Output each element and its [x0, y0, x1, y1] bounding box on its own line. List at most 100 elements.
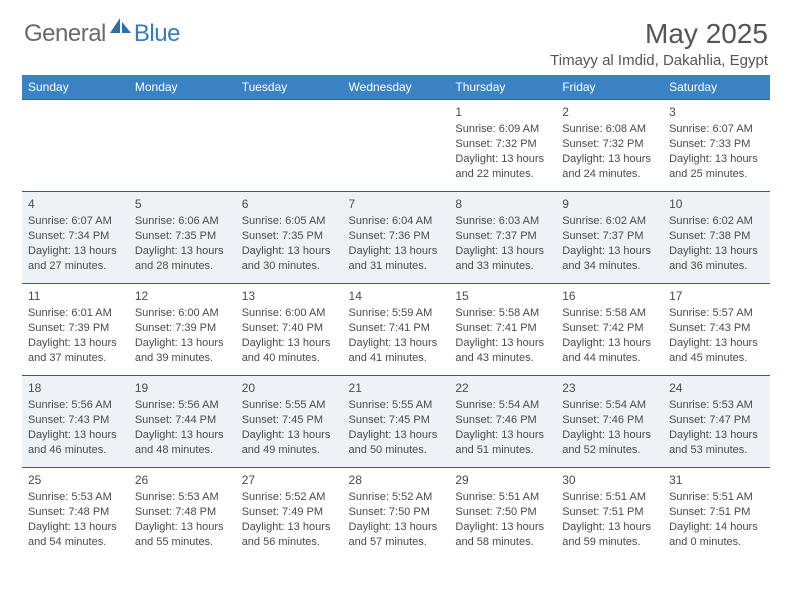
calendar-cell: 17Sunrise: 5:57 AMSunset: 7:43 PMDayligh…: [663, 284, 770, 376]
sunrise-text: Sunrise: 5:54 AM: [455, 398, 550, 413]
sunset-text: Sunset: 7:50 PM: [455, 505, 550, 520]
calendar-cell: 9Sunrise: 6:02 AMSunset: 7:37 PMDaylight…: [556, 192, 663, 284]
calendar-cell: 1Sunrise: 6:09 AMSunset: 7:32 PMDaylight…: [449, 100, 556, 192]
sunset-text: Sunset: 7:48 PM: [135, 505, 230, 520]
sunset-text: Sunset: 7:47 PM: [669, 413, 764, 428]
calendar-cell: 25Sunrise: 5:53 AMSunset: 7:48 PMDayligh…: [22, 468, 129, 560]
calendar-cell: 15Sunrise: 5:58 AMSunset: 7:41 PMDayligh…: [449, 284, 556, 376]
calendar-cell: [236, 100, 343, 192]
sunset-text: Sunset: 7:34 PM: [28, 229, 123, 244]
sunrise-text: Sunrise: 5:51 AM: [669, 490, 764, 505]
sunset-text: Sunset: 7:38 PM: [669, 229, 764, 244]
daylight-text: Daylight: 13 hours and 31 minutes.: [349, 244, 444, 274]
calendar-cell: 8Sunrise: 6:03 AMSunset: 7:37 PMDaylight…: [449, 192, 556, 284]
daylight-text: Daylight: 13 hours and 50 minutes.: [349, 428, 444, 458]
sunrise-text: Sunrise: 5:53 AM: [135, 490, 230, 505]
daylight-text: Daylight: 13 hours and 59 minutes.: [562, 520, 657, 550]
sunset-text: Sunset: 7:50 PM: [349, 505, 444, 520]
sunset-text: Sunset: 7:35 PM: [135, 229, 230, 244]
sunrise-text: Sunrise: 5:56 AM: [28, 398, 123, 413]
calendar-cell: 27Sunrise: 5:52 AMSunset: 7:49 PMDayligh…: [236, 468, 343, 560]
day-number: 13: [242, 288, 337, 304]
day-number: 29: [455, 472, 550, 488]
sunrise-text: Sunrise: 5:54 AM: [562, 398, 657, 413]
sunrise-text: Sunrise: 5:51 AM: [562, 490, 657, 505]
page-header: General Blue May 2025 Timayy al Imdid, D…: [0, 0, 792, 75]
calendar-cell: 10Sunrise: 6:02 AMSunset: 7:38 PMDayligh…: [663, 192, 770, 284]
daylight-text: Daylight: 13 hours and 57 minutes.: [349, 520, 444, 550]
sunrise-text: Sunrise: 5:52 AM: [349, 490, 444, 505]
day-number: 15: [455, 288, 550, 304]
calendar-cell: 24Sunrise: 5:53 AMSunset: 7:47 PMDayligh…: [663, 376, 770, 468]
calendar-week-row: 11Sunrise: 6:01 AMSunset: 7:39 PMDayligh…: [22, 284, 770, 376]
day-number: 12: [135, 288, 230, 304]
daylight-text: Daylight: 13 hours and 33 minutes.: [455, 244, 550, 274]
day-number: 1: [455, 104, 550, 120]
sunrise-text: Sunrise: 5:56 AM: [135, 398, 230, 413]
sunset-text: Sunset: 7:33 PM: [669, 137, 764, 152]
calendar-cell: 7Sunrise: 6:04 AMSunset: 7:36 PMDaylight…: [343, 192, 450, 284]
sunrise-text: Sunrise: 5:58 AM: [455, 306, 550, 321]
daylight-text: Daylight: 13 hours and 36 minutes.: [669, 244, 764, 274]
daylight-text: Daylight: 13 hours and 41 minutes.: [349, 336, 444, 366]
daylight-text: Daylight: 13 hours and 55 minutes.: [135, 520, 230, 550]
day-number: 31: [669, 472, 764, 488]
sunset-text: Sunset: 7:32 PM: [455, 137, 550, 152]
calendar-cell: 11Sunrise: 6:01 AMSunset: 7:39 PMDayligh…: [22, 284, 129, 376]
day-number: 22: [455, 380, 550, 396]
day-header: Friday: [556, 75, 663, 100]
calendar-week-row: 4 Sunrise: 6:07 AMSunset: 7:34 PM Daylight…: [22, 192, 770, 284]
sunrise-text: Sunrise: 5:59 AM: [349, 306, 444, 321]
day-number: 10: [669, 196, 764, 212]
sunset-text: Sunset: 7:43 PM: [669, 321, 764, 336]
daylight-text: Daylight: 13 hours and 39 minutes.: [135, 336, 230, 366]
daylight-text: Daylight: 13 hours and 53 minutes.: [669, 428, 764, 458]
daylight-text: Daylight: 13 hours and 45 minutes.: [669, 336, 764, 366]
day-number: 16: [562, 288, 657, 304]
day-number: 5: [135, 196, 230, 212]
day-number: 2: [562, 104, 657, 120]
daylight-text: Daylight: 13 hours and 24 minutes.: [562, 152, 657, 182]
calendar-cell: 31Sunrise: 5:51 AMSunset: 7:51 PMDayligh…: [663, 468, 770, 560]
calendar-cell: 20Sunrise: 5:55 AMSunset: 7:45 PMDayligh…: [236, 376, 343, 468]
calendar-cell: 2Sunrise: 6:08 AMSunset: 7:32 PMDaylight…: [556, 100, 663, 192]
sunset-text: Sunset: 7:41 PM: [455, 321, 550, 336]
month-title: May 2025: [550, 18, 768, 50]
sunset-text: Sunset: 7:44 PM: [135, 413, 230, 428]
daylight-text: Daylight: 13 hours and 56 minutes.: [242, 520, 337, 550]
calendar-table: Sunday Monday Tuesday Wednesday Thursday…: [22, 75, 770, 560]
sunrise-text: Sunrise: 6:05 AM: [242, 214, 337, 229]
sunrise-text: Sunrise: 6:04 AM: [349, 214, 444, 229]
calendar-cell: 19Sunrise: 5:56 AMSunset: 7:44 PMDayligh…: [129, 376, 236, 468]
sunset-text: Sunset: 7:51 PM: [669, 505, 764, 520]
calendar-cell: 18Sunrise: 5:56 AMSunset: 7:43 PMDayligh…: [22, 376, 129, 468]
calendar-week-row: 1 Sunrise: 6:09 AMSunset: 7:32 PM Daylight…: [22, 100, 770, 192]
sunrise-text: Sunrise: 6:07 AM: [669, 122, 764, 137]
calendar-cell: 12Sunrise: 6:00 AMSunset: 7:39 PMDayligh…: [129, 284, 236, 376]
sunrise-text: Sunrise: 5:57 AM: [669, 306, 764, 321]
day-number: 18: [28, 380, 123, 396]
day-number: 26: [135, 472, 230, 488]
day-header: Thursday: [449, 75, 556, 100]
day-number: 14: [349, 288, 444, 304]
location-title: Timayy al Imdid, Dakahlia, Egypt: [550, 52, 768, 69]
day-number: 4: [28, 196, 123, 212]
sunset-text: Sunset: 7:49 PM: [242, 505, 337, 520]
sunset-text: Sunset: 7:43 PM: [28, 413, 123, 428]
day-number: 20: [242, 380, 337, 396]
day-number: 19: [135, 380, 230, 396]
sunset-text: Sunset: 7:39 PM: [135, 321, 230, 336]
day-header-row: Sunday Monday Tuesday Wednesday Thursday…: [22, 75, 770, 100]
sunrise-text: Sunrise: 5:55 AM: [242, 398, 337, 413]
sunrise-text: Sunrise: 6:07 AM: [28, 214, 123, 229]
sunset-text: Sunset: 7:42 PM: [562, 321, 657, 336]
sunset-text: Sunset: 7:35 PM: [242, 229, 337, 244]
day-number: 11: [28, 288, 123, 304]
day-number: 6: [242, 196, 337, 212]
sunrise-text: Sunrise: 5:51 AM: [455, 490, 550, 505]
sunrise-text: Sunrise: 6:09 AM: [455, 122, 550, 137]
sunrise-text: Sunrise: 5:53 AM: [669, 398, 764, 413]
calendar-cell: 28Sunrise: 5:52 AMSunset: 7:50 PMDayligh…: [343, 468, 450, 560]
day-number: 30: [562, 472, 657, 488]
day-number: 8: [455, 196, 550, 212]
